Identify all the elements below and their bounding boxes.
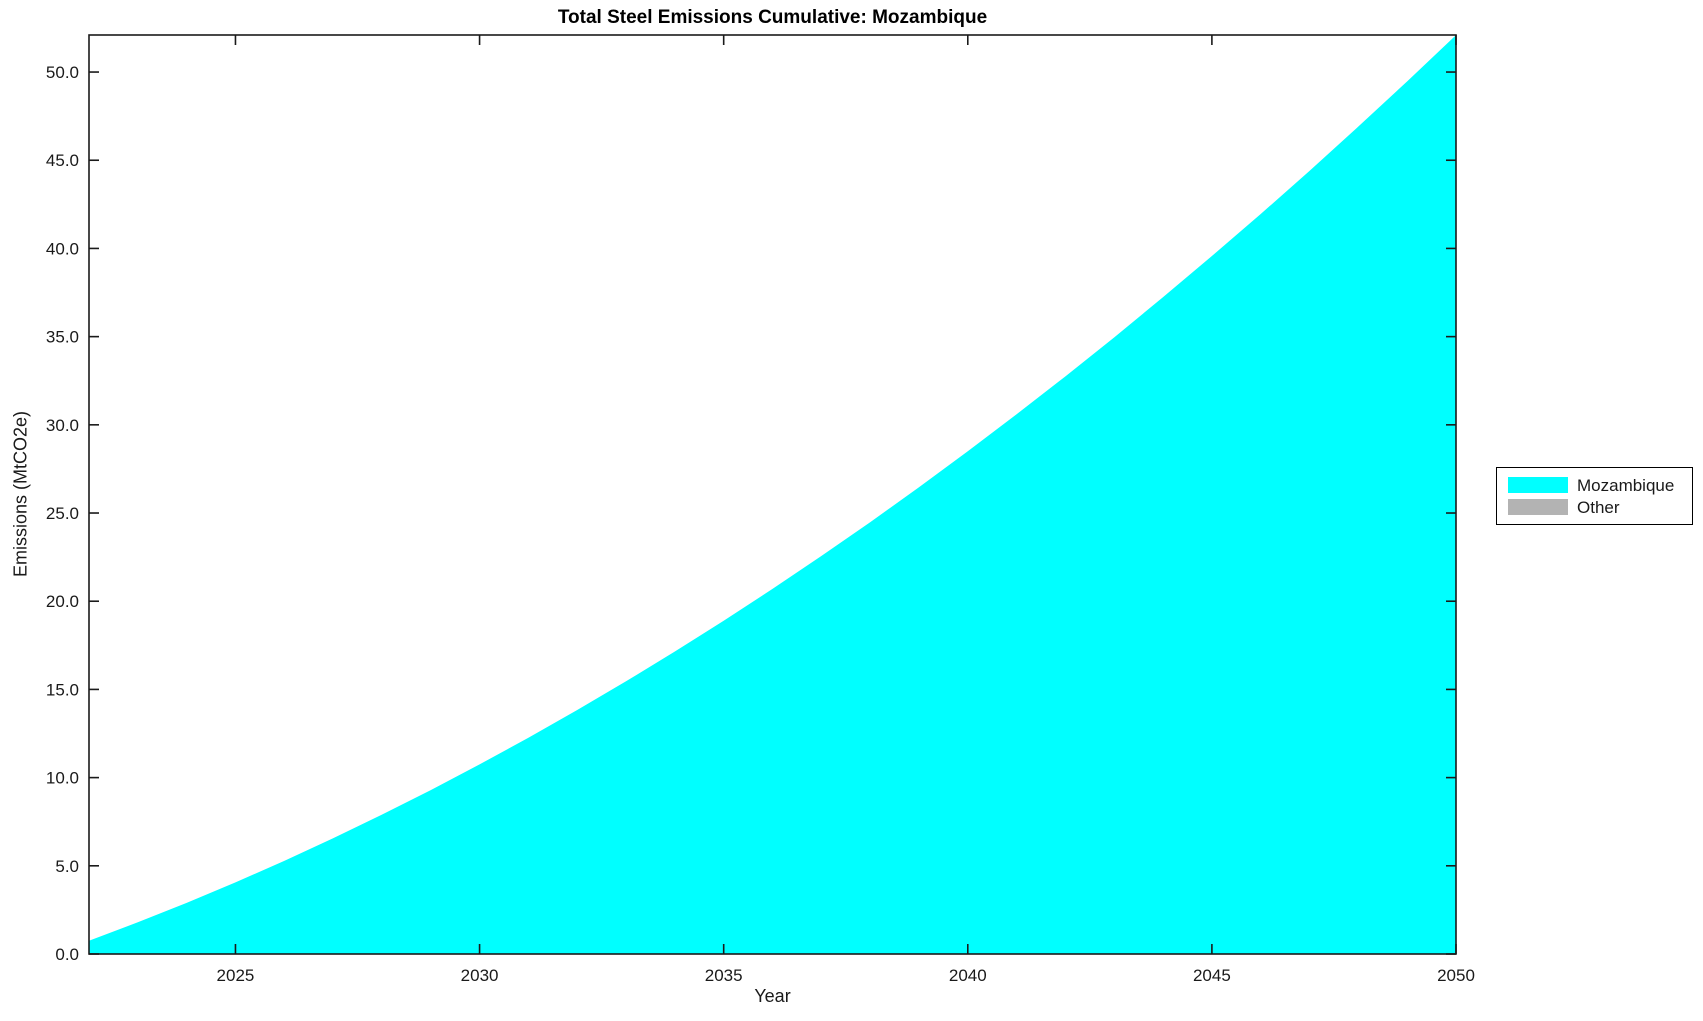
chart-title: Total Steel Emissions Cumulative: Mozamb… [557,7,988,28]
y-tick-label: 0.0 [55,945,79,964]
y-tick-label: 50.0 [46,63,79,82]
x-axis-label: Year [754,986,791,1006]
legend-swatch-mozambique-icon [1508,477,1568,493]
x-tick-label: 2045 [1193,966,1231,985]
x-tick-label: 2030 [461,966,499,985]
series-area-mozambique [89,35,1456,954]
x-tick-label: 2040 [949,966,987,985]
legend-item-other: Other [1508,499,1692,516]
y-tick-label: 15.0 [46,680,79,699]
y-tick-label: 30.0 [46,416,79,435]
axes-border [88,34,1457,955]
legend-label-mozambique: Mozambique [1577,475,1675,495]
legend-label-other: Other [1577,497,1620,517]
x-tick-label: 2035 [705,966,743,985]
y-tick-label: 45.0 [46,151,79,170]
legend-swatch-other-icon [1508,499,1568,515]
y-tick-label: 40.0 [46,239,79,258]
y-tick-label: 35.0 [46,328,79,347]
legend-item-mozambique: Mozambique [1508,477,1692,494]
y-tick-label: 5.0 [55,857,79,876]
y-tick-label: 10.0 [46,769,79,788]
y-tick-label: 20.0 [46,592,79,611]
y-tick-label: 25.0 [46,504,79,523]
legend-box: Mozambique Other [1496,467,1693,525]
x-tick-label: 2025 [217,966,255,985]
x-tick-label: 2050 [1437,966,1475,985]
